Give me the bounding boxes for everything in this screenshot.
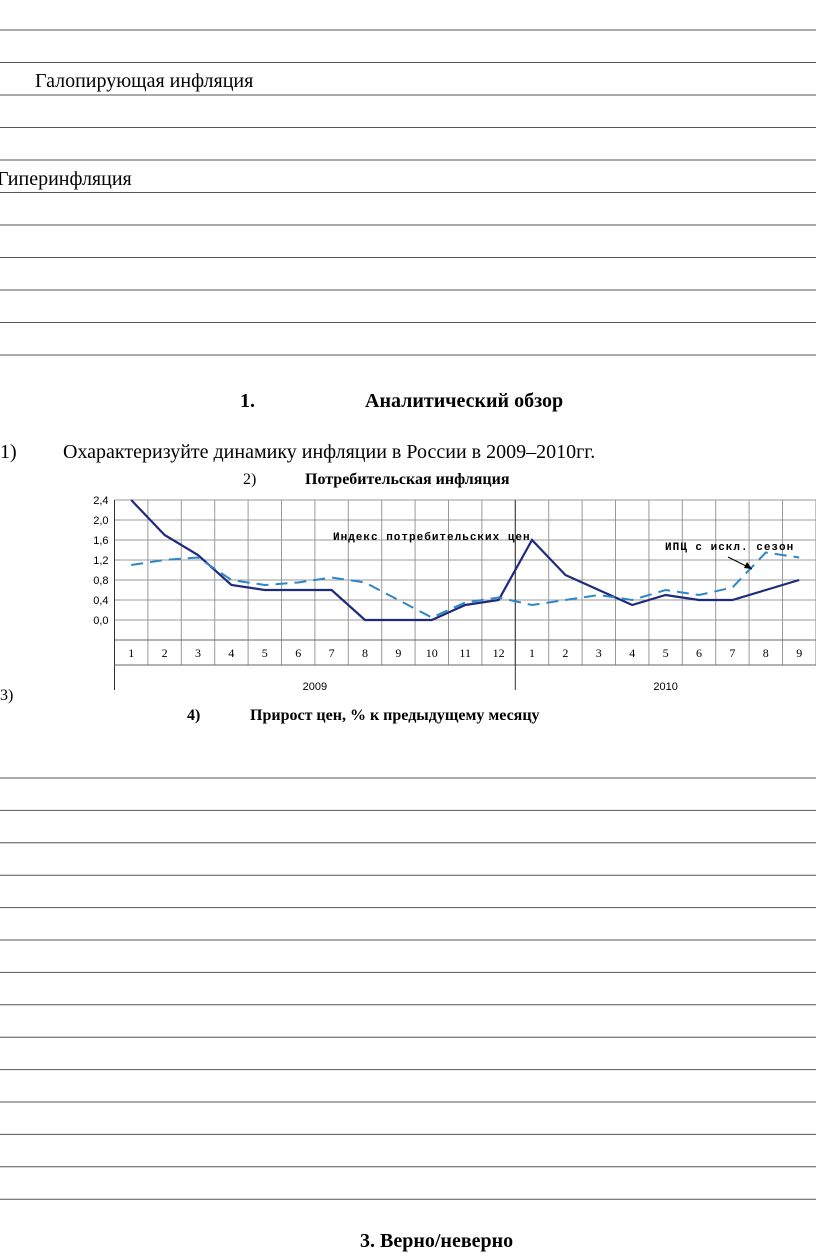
x-tick-label: 1 <box>128 646 134 660</box>
chart-caption: Прирост цен, % к предыдущему месяцу <box>250 707 540 724</box>
y-tick-label: 2,4 <box>93 495 108 507</box>
item-number: 4) <box>187 707 200 724</box>
x-tick-label: 7 <box>329 646 335 660</box>
chart: 0,00,40,81,21,62,02,41 2 3 4 5 6 7 8 9 10 11 12 1 2 3 4… <box>93 495 816 693</box>
x-tick-label: 9 <box>395 646 401 660</box>
chart-title: Потребительская инфляция <box>305 471 510 488</box>
x-tick-label: 5 <box>663 646 669 660</box>
x-tick-label: 11 <box>459 646 471 660</box>
x-tick-label: 7 <box>729 646 735 660</box>
item-number: 1) <box>0 441 17 463</box>
x-tick-label: 10 <box>426 646 438 660</box>
series-label: Индекс потребительских цен <box>333 531 531 544</box>
x-tick-label: 3 <box>195 646 201 660</box>
item-number: 2) <box>243 471 256 488</box>
section-title: 3. Верно/неверно <box>360 1230 513 1252</box>
x-tick-label: 6 <box>295 646 301 660</box>
y-tick-label: 2,0 <box>93 515 108 527</box>
term: Галопирующая инфляция <box>35 70 253 92</box>
term: Гиперинфляция <box>0 168 132 190</box>
x-tick-label: 8 <box>362 646 368 660</box>
x-tick-label: 4 <box>228 646 234 660</box>
series-line <box>130 499 800 622</box>
y-tick-label: 0,4 <box>93 595 108 607</box>
x-tick-label: 1 <box>529 646 535 660</box>
section-number: 1. <box>240 390 255 412</box>
x-tick-label: 12 <box>493 646 505 660</box>
series-line <box>131 551 800 619</box>
x-tick-label: 6 <box>696 646 702 660</box>
y-tick-label: 1,2 <box>93 555 108 567</box>
x-tick-label: 8 <box>763 646 769 660</box>
item-number: 3) <box>0 687 13 704</box>
x-tick-label: 2 <box>562 646 568 660</box>
y-tick-label: 1,6 <box>93 535 108 547</box>
x-tick-label: 9 <box>796 646 802 660</box>
item-text: Охарактеризуйте динамику инфляции в Росс… <box>63 441 595 463</box>
section-title: Аналитический обзор <box>365 390 563 412</box>
x-tick-label: 5 <box>262 646 268 660</box>
x-tick-label: 4 <box>629 646 635 660</box>
annotation-arrowhead <box>744 562 752 569</box>
y-tick-label: 0,8 <box>93 575 108 587</box>
group-label: 2010 <box>653 681 677 693</box>
group-label: 2009 <box>303 681 327 693</box>
ruled-lines <box>0 29 816 1200</box>
series-label: ИПЦ с искл. сезон <box>665 542 794 554</box>
x-tick-label: 3 <box>596 646 602 660</box>
x-tick-label: 2 <box>162 646 168 660</box>
y-tick-label: 0,0 <box>93 615 108 627</box>
